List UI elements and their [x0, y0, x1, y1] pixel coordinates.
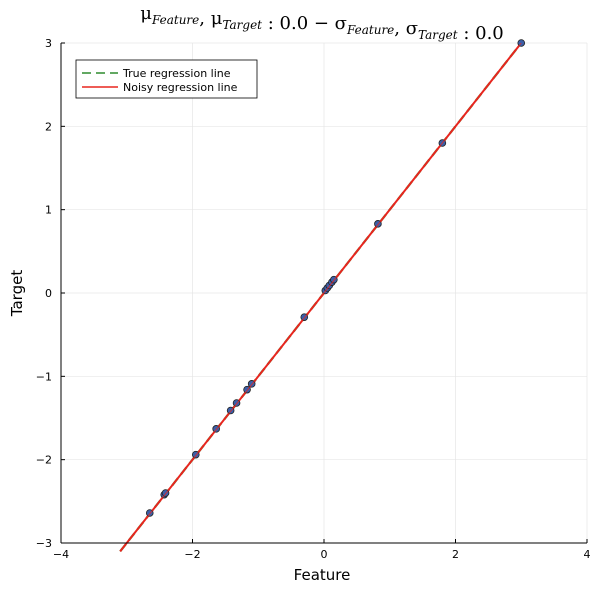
- y-axis-label: Target: [8, 270, 26, 318]
- y-tick-label: 1: [45, 204, 52, 217]
- data-points: [119, 39, 526, 552]
- y-tick-label: −3: [36, 537, 52, 550]
- y-tick-label: 2: [45, 120, 52, 133]
- y-tick-label: −1: [36, 370, 52, 383]
- axes: [60, 42, 588, 544]
- x-tick-label: 4: [584, 548, 591, 561]
- y-tick-label: 3: [45, 37, 52, 50]
- y-tick-label: −2: [36, 454, 52, 467]
- tick-labels: −4 −2 0 2 4 −3 −2 −1 0 1 2 3: [36, 37, 591, 561]
- legend-label-true-regression: True regression line: [122, 67, 231, 80]
- x-tick-label: 0: [321, 548, 328, 561]
- legend-box: [75, 59, 258, 99]
- chart-title: μFeature, μTarget : 0.0 − σFeature, σTar…: [140, 3, 504, 44]
- x-tick-label: −4: [53, 548, 69, 561]
- x-tick-label: 2: [452, 548, 459, 561]
- x-axis-label: Feature: [294, 566, 351, 584]
- noisy-regression-line-overlay: [119, 42, 522, 552]
- x-tick-label: −2: [184, 548, 200, 561]
- legend-label-noisy-regression: Noisy regression line: [123, 81, 238, 94]
- legend: True regression line Noisy regression li…: [75, 59, 258, 99]
- y-tick-label: 0: [45, 287, 52, 300]
